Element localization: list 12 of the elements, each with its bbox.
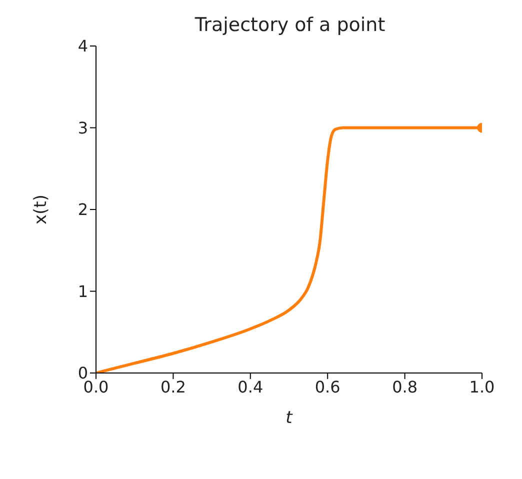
- x-tick-label: 0.6: [314, 377, 340, 396]
- x-tick-label: 0.4: [238, 377, 264, 396]
- y-tick-label: 2: [78, 200, 88, 220]
- x-tick-label: 0.2: [160, 377, 186, 396]
- y-tick-label: 4: [78, 36, 88, 56]
- y-tick-label: 3: [78, 118, 88, 138]
- x-axis-title: t: [286, 408, 294, 428]
- y-tick-label: 1: [78, 282, 88, 301]
- x-tick-label: 1.0: [469, 377, 495, 396]
- x-tick-label: 0.8: [392, 377, 418, 396]
- y-axis-title: x(t): [31, 194, 52, 224]
- chart-title: Trajectory of a point: [194, 14, 386, 36]
